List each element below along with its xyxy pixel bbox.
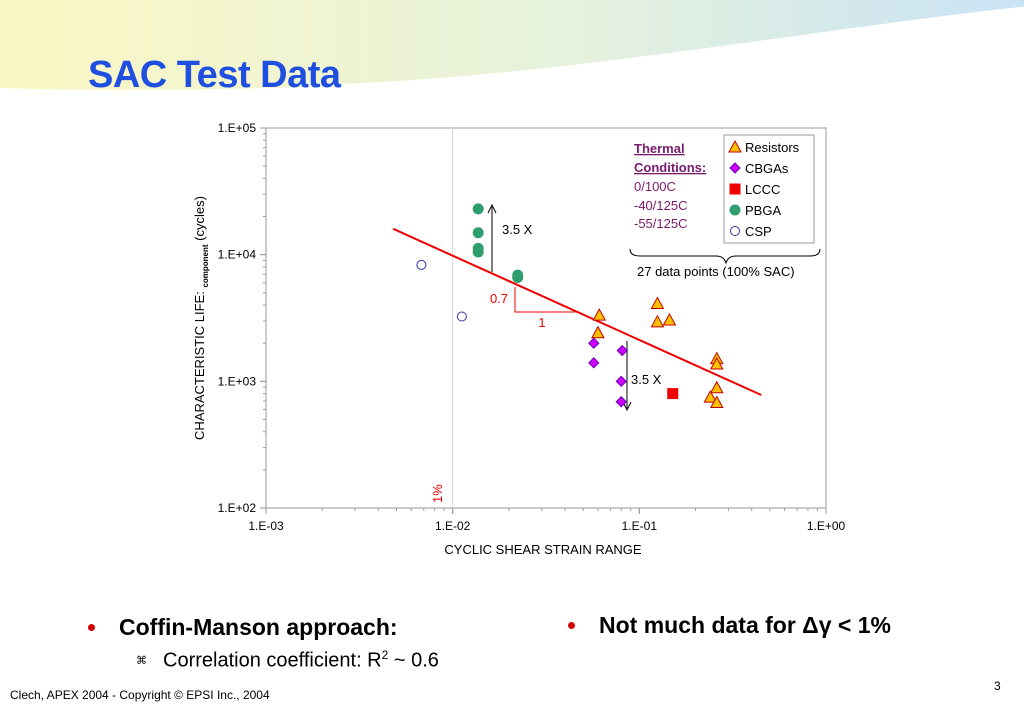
pbga-point: [472, 227, 484, 239]
sub-bullet-prefix: Correlation coefficient: R: [163, 649, 382, 672]
pbga-point: [472, 246, 484, 258]
slide-title: SAC Test Data: [88, 54, 341, 96]
lccc-point: [667, 388, 679, 400]
x-tick-label: 1.E-03: [248, 519, 284, 533]
thermal-title: Thermal Conditions:: [634, 141, 706, 175]
bullet-dot: [568, 622, 575, 630]
bullet-text-2-suffix: < 1%: [831, 612, 891, 638]
y-tick-label: 1.E+02: [218, 501, 257, 515]
y-tick-label: 1.E+03: [218, 374, 257, 388]
resistors-point: [709, 380, 724, 394]
x-tick-labels: 1.E-03 1.E-02 1.E-01 1.E+00: [248, 519, 845, 533]
resistors-point: [662, 312, 677, 326]
thermal-title-line-1: Thermal: [634, 141, 685, 156]
sub-bullet-suffix: ~ 0.6: [388, 649, 439, 672]
x-axis-label: CYCLIC SHEAR STRAIN RANGE: [444, 542, 642, 557]
resistors-point: [592, 308, 607, 321]
footer-copyright: Clech, APEX 2004 - Copyright © EPSI Inc.…: [10, 688, 270, 702]
y-axis-label-main: CHARACTERISTIC LIFE:: [192, 288, 207, 440]
thermal-conditions: Thermal Conditions: 0/100C -40/125C -55/1…: [634, 141, 706, 231]
sub-bullet-correlation: ⌘ Correlation coefficient: R2 ~ 0.6: [136, 648, 439, 673]
header-swoosh: [0, 0, 1024, 90]
threshold-label: 1%: [430, 484, 445, 503]
sub-bullet-sup: 2: [381, 648, 389, 662]
thermal-condition-1: 0/100C: [634, 179, 676, 194]
cbgas-point: [588, 357, 600, 369]
x-tick-label: 1.E+00: [807, 519, 846, 533]
resistors-point: [650, 296, 665, 309]
pbga-point: [472, 203, 484, 215]
x-minor-ticks: [265, 508, 827, 514]
legend-csp-marker: [730, 226, 740, 236]
bullet-text-2-symbol: Δγ: [802, 612, 832, 638]
csp-point: [456, 311, 467, 322]
page-number: 3: [994, 679, 1001, 693]
data-markers: [416, 203, 724, 409]
x-tick-label: 1.E-02: [435, 519, 471, 533]
resistors-point: [591, 325, 605, 339]
legend-lccc-marker: [729, 183, 741, 195]
legend-cbgas-label: CBGAs: [745, 161, 789, 176]
y-tick-labels: 1.E+02 1.E+03 1.E+04 1.E+05: [218, 121, 257, 515]
resistors-point: [650, 314, 665, 328]
chart: 1.E-03 1.E-02 1.E-01 1.E+00 1.E+021.E+031.E…: [192, 121, 846, 557]
factor-arrow-1: 3.5 X: [487, 203, 533, 272]
legend-cbgas-marker: [729, 162, 741, 174]
legend: Resistors CBGAs LCCC PBGA CSP: [728, 139, 800, 239]
bullet-text-1: Coffin-Manson approach:: [119, 614, 398, 640]
legend-pbga-marker: [729, 204, 741, 216]
resistors-point: [709, 395, 724, 409]
cbgas-point: [616, 344, 628, 357]
cbgas-point: [588, 337, 600, 349]
slope-run-label: 1: [538, 315, 545, 330]
y-axis-label-unit: (cycles): [192, 196, 207, 244]
legend-pbga-label: PBGA: [745, 203, 781, 218]
cbgas-point: [615, 375, 627, 388]
pbga-point: [512, 272, 524, 284]
resistors-point: [703, 390, 718, 403]
bullet-coffin-manson: Coffin-Manson approach:: [88, 614, 398, 641]
y-axis-label-sub: component: [201, 244, 210, 287]
bullet-dot: [88, 624, 95, 632]
brace-note: 27 data points (100% SAC): [637, 264, 795, 279]
legend-resistors-label: Resistors: [745, 140, 800, 155]
command-key-icon: ⌘: [136, 654, 147, 667]
y-minor-ticks: [260, 127, 266, 509]
factor-label-2: 3.5 X: [631, 372, 662, 387]
slope-triangle: 0.7 1: [490, 287, 575, 330]
legend-resistors-marker: [728, 139, 742, 153]
cbgas-point: [615, 396, 627, 408]
factor-arrow-2: 3.5 X: [622, 341, 662, 412]
fit-line: [392, 227, 762, 396]
thermal-title-line-2: Conditions:: [634, 160, 706, 175]
factor-label-1: 3.5 X: [502, 222, 533, 237]
legend-lccc-label: LCCC: [745, 182, 780, 197]
bullet-text-2-prefix: Not much data for: [599, 612, 803, 638]
thermal-condition-2: -40/125C: [634, 198, 687, 213]
data-brace: [629, 248, 821, 265]
y-axis-label: CHARACTERISTIC LIFE: component (cycles): [192, 196, 210, 440]
x-tick-label: 1.E-01: [622, 519, 658, 533]
y-tick-label: 1.E+05: [218, 121, 257, 135]
y-tick-label: 1.E+04: [218, 248, 257, 262]
legend-csp-label: CSP: [745, 224, 772, 239]
resistors-point: [709, 356, 724, 370]
csp-point: [416, 259, 427, 270]
slope-rise-label: 0.7: [490, 291, 508, 306]
thermal-condition-3: -55/125C: [634, 216, 687, 231]
bullet-not-much-data: Not much data for Δγ < 1%: [568, 612, 891, 639]
